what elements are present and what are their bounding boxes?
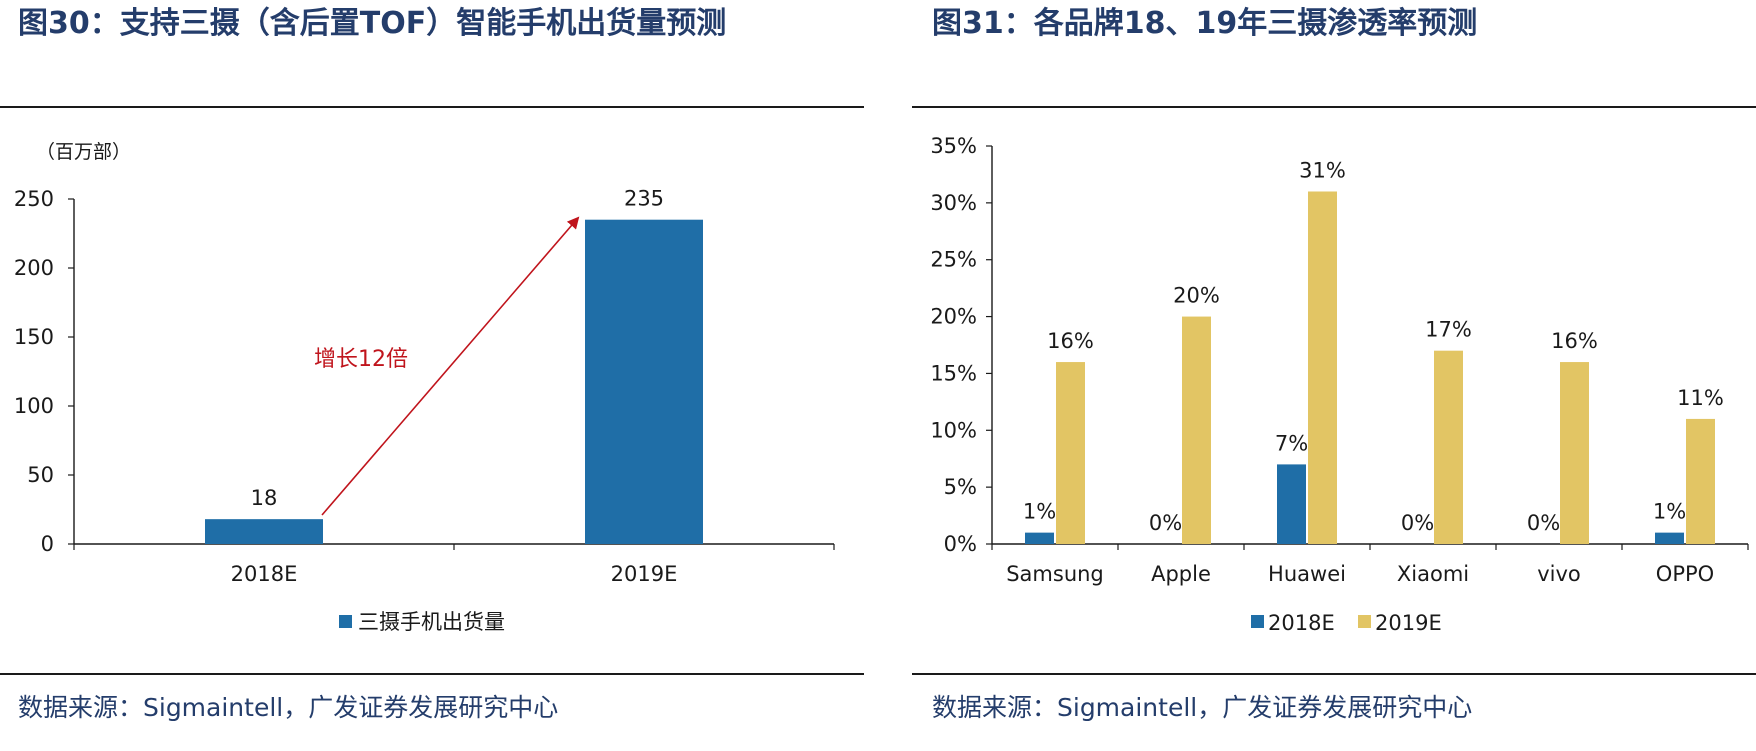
right-bar-value-label: 1% — [1653, 500, 1686, 524]
right-bar-2019E — [1434, 350, 1463, 544]
right-bar-value-label: 1% — [1023, 500, 1056, 524]
right-bar-2019E — [1182, 316, 1211, 544]
left-y-tick-label: 50 — [27, 463, 54, 487]
left-source-rule — [0, 673, 864, 675]
left-category-label: 2018E — [231, 562, 298, 586]
right-y-tick-label: 35% — [930, 134, 977, 158]
left-title-rule — [0, 106, 864, 108]
right-bar-2019E — [1686, 418, 1715, 544]
right-y-tick-label: 25% — [930, 248, 977, 272]
right-y-tick-label: 5% — [944, 475, 977, 499]
right-bar-2018E — [1277, 464, 1306, 544]
right-bar-value-label: 17% — [1425, 318, 1472, 342]
right-category-label: Huawei — [1268, 562, 1346, 586]
right-bar-value-label: 0% — [1401, 511, 1434, 535]
left-category-label: 2019E — [611, 562, 678, 586]
right-legend: 2018E 2019E — [1251, 611, 1442, 635]
right-bar-value-label: 20% — [1173, 284, 1220, 308]
right-title-rule — [912, 106, 1756, 108]
left-bar — [585, 219, 703, 544]
right-y-tick-label: 30% — [930, 191, 977, 215]
right-source-note: 数据来源：Sigmaintell，广发证券发展研究中心 — [932, 693, 1473, 722]
right-legend-label: 2019E — [1375, 611, 1442, 635]
right-bar-2019E — [1308, 191, 1337, 544]
right-source-rule — [912, 673, 1756, 675]
right-bar-value-label: 0% — [1149, 511, 1182, 535]
right-bar-2019E — [1560, 362, 1589, 544]
left-y-tick-label: 200 — [14, 256, 54, 280]
right-y-tick-label: 0% — [944, 532, 977, 556]
left-legend-swatch — [339, 615, 352, 628]
right-bar-2018E — [1025, 532, 1054, 544]
left-y-tick-label: 250 — [14, 187, 54, 211]
right-bar-value-label: 7% — [1275, 431, 1308, 455]
right-y-tick-label: 15% — [930, 361, 977, 385]
right-bar-value-label: 16% — [1047, 329, 1094, 353]
left-y-tick-label: 100 — [14, 394, 54, 418]
right-bar-2018E — [1655, 532, 1684, 544]
right-bar-value-label: 16% — [1551, 329, 1598, 353]
right-bar-value-label: 11% — [1677, 386, 1724, 410]
left-bar-value-label: 235 — [624, 187, 664, 211]
right-category-label: OPPO — [1656, 562, 1714, 586]
left-source-note: 数据来源：Sigmaintell，广发证券发展研究中心 — [18, 693, 559, 722]
left-legend-label: 三摄手机出货量 — [358, 610, 505, 634]
left-bar — [205, 519, 323, 544]
right-bar-value-label: 0% — [1527, 511, 1560, 535]
right-chart-title: 图31：各品牌18、19年三摄渗透率预测 — [932, 6, 1478, 41]
left-bar-value-label: 18 — [251, 486, 278, 510]
right-y-tick-label: 20% — [930, 305, 977, 329]
left-legend: 三摄手机出货量 — [339, 610, 505, 634]
right-chart: 0% 5% 10% 15% 20% 25% 30% 35% 1% 16% Samsung 0% 20% A… — [930, 134, 1749, 586]
right-category-label: vivo — [1537, 562, 1581, 586]
right-bar-2019E — [1056, 362, 1085, 544]
right-legend-label: 2018E — [1268, 611, 1335, 635]
right-category-label: Apple — [1151, 562, 1211, 586]
left-y-tick-label: 0 — [41, 532, 54, 556]
left-chart: 0 50 100 150 200 250 18 2018E 235 2019E — [14, 187, 835, 586]
right-bar-value-label: 31% — [1299, 158, 1346, 182]
left-y-tick-label: 150 — [14, 325, 54, 349]
left-unit-label: （百万部） — [36, 141, 131, 163]
right-legend-swatch — [1358, 615, 1371, 628]
right-category-label: Samsung — [1006, 562, 1104, 586]
growth-arrow — [321, 216, 580, 516]
growth-annotation: 增长12倍 — [314, 347, 408, 372]
right-y-tick-label: 10% — [930, 418, 977, 442]
left-chart-title: 图30：支持三摄（含后置TOF）智能手机出货量预测 — [18, 6, 727, 41]
right-category-label: Xiaomi — [1397, 562, 1469, 586]
right-legend-swatch — [1251, 615, 1264, 628]
